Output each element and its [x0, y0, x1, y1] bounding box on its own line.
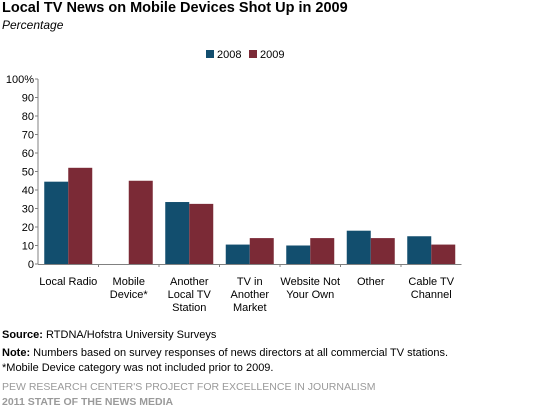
bar-2009-2: [189, 203, 214, 264]
x-category-label: Mobile Device*: [110, 276, 149, 301]
credit-organization: PEW RESEARCH CENTER'S PROJECT FOR EXCELL…: [2, 381, 376, 393]
bar-2008-0: [44, 181, 69, 264]
y-tick-label: 90: [22, 93, 34, 105]
x-category-label: Website Not Your Own: [280, 276, 340, 301]
y-tick-label: 0: [28, 259, 34, 271]
y-tick-label: 30: [22, 204, 34, 216]
bar-2009-3: [249, 238, 274, 264]
x-category-label: TV in Another Market: [230, 276, 269, 314]
chart-subtitle: Percentage: [2, 18, 64, 32]
bar-2008-2: [165, 202, 190, 264]
x-category-label: Another Local TV Station: [168, 276, 212, 314]
legend-label-2008: 2008: [217, 49, 241, 61]
credit-report: 2011 STATE OF THE NEWS MEDIA: [2, 396, 174, 408]
source-label: Source:: [2, 329, 43, 341]
y-tick-label: 50: [22, 167, 34, 179]
legend-swatch-2009: [249, 50, 257, 58]
y-tick-label: 80: [22, 111, 34, 123]
y-tick-label: 40: [22, 185, 34, 197]
legend-label-2009: 2009: [260, 49, 284, 61]
y-tick-label: 10: [22, 241, 34, 253]
bar-2009-6: [431, 244, 456, 264]
chart-title: Local TV News on Mobile Devices Shot Up …: [2, 0, 348, 16]
x-category-label: Local Radio: [39, 276, 97, 288]
bar-2008-6: [407, 236, 432, 264]
note-line: Note: Numbers based on survey responses …: [2, 347, 448, 359]
note-text: Numbers based on survey responses of new…: [33, 347, 449, 359]
footnote: *Mobile Device category was not included…: [2, 362, 274, 374]
bar-2009-5: [370, 238, 395, 264]
y-tick-label: 70: [22, 130, 34, 142]
bar-2008-3: [225, 244, 250, 264]
source-text: RTDNA/Hofstra University Surveys: [46, 329, 217, 341]
bar-2009-0: [68, 167, 93, 264]
x-category-label: Cable TV Channel: [408, 276, 454, 301]
y-tick-label: 60: [22, 148, 34, 160]
legend-swatch-2008: [206, 50, 214, 58]
bar-2009-1: [128, 180, 153, 264]
bar-2009-4: [310, 238, 335, 264]
y-tick-label: 20: [22, 222, 34, 234]
bar-chart: 2008 2009 0 10 20 30 40 50 60 70 80 90 100% Local Rad…: [6, 49, 462, 314]
bar-2008-5: [346, 230, 371, 264]
bar-2008-4: [286, 245, 311, 264]
note-label: Note:: [2, 347, 31, 359]
x-category-label: Other: [357, 276, 385, 288]
y-tick-label: 100%: [6, 74, 34, 86]
source-line: Source: RTDNA/Hofstra University Surveys: [2, 329, 216, 341]
